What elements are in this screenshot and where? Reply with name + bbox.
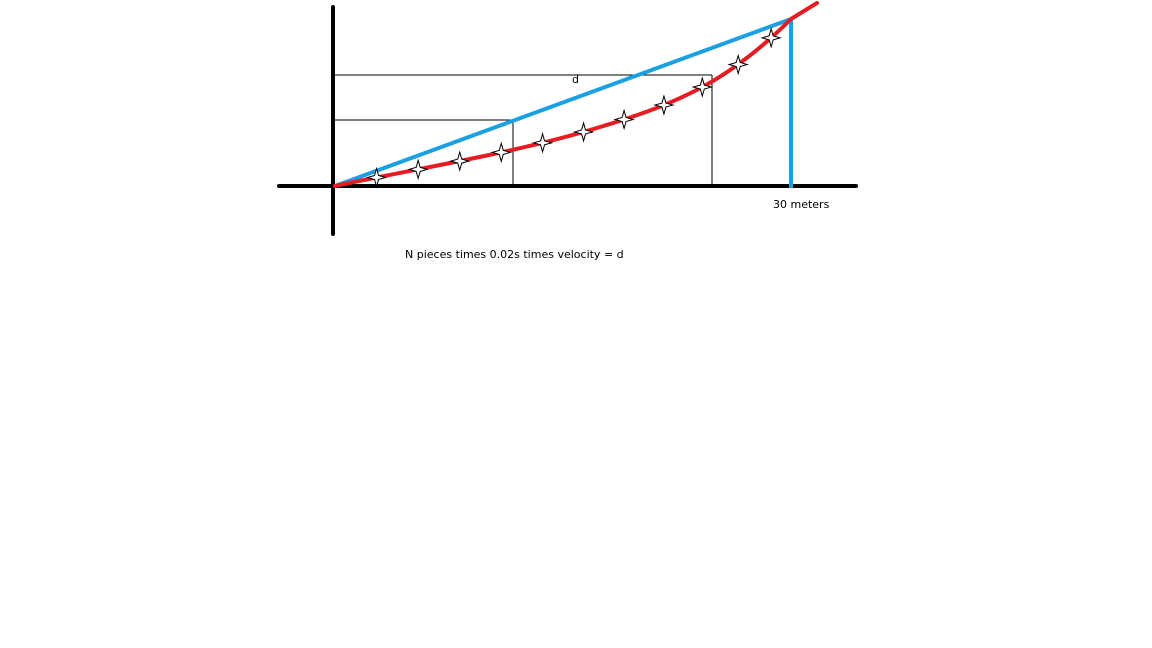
straight-line bbox=[333, 17, 793, 188]
sample-marker-2 bbox=[407, 158, 429, 181]
end-marker-label: 30 meters bbox=[773, 198, 830, 211]
sample-marker-3 bbox=[448, 150, 471, 172]
sample-marker-6 bbox=[572, 121, 595, 143]
sample-marker-8 bbox=[653, 94, 675, 116]
sample-marker-7 bbox=[613, 108, 635, 131]
sample-marker-11 bbox=[760, 27, 782, 49]
distance-label: d bbox=[572, 73, 579, 86]
sample-marker-10 bbox=[727, 53, 750, 76]
curve-sample-markers bbox=[365, 27, 782, 189]
sample-marker-9 bbox=[691, 76, 714, 98]
sample-marker-1 bbox=[365, 166, 388, 189]
formula-label: N pieces times 0.02s times velocity = d bbox=[405, 248, 624, 261]
sample-marker-5 bbox=[531, 132, 554, 154]
sample-marker-4 bbox=[490, 141, 513, 164]
